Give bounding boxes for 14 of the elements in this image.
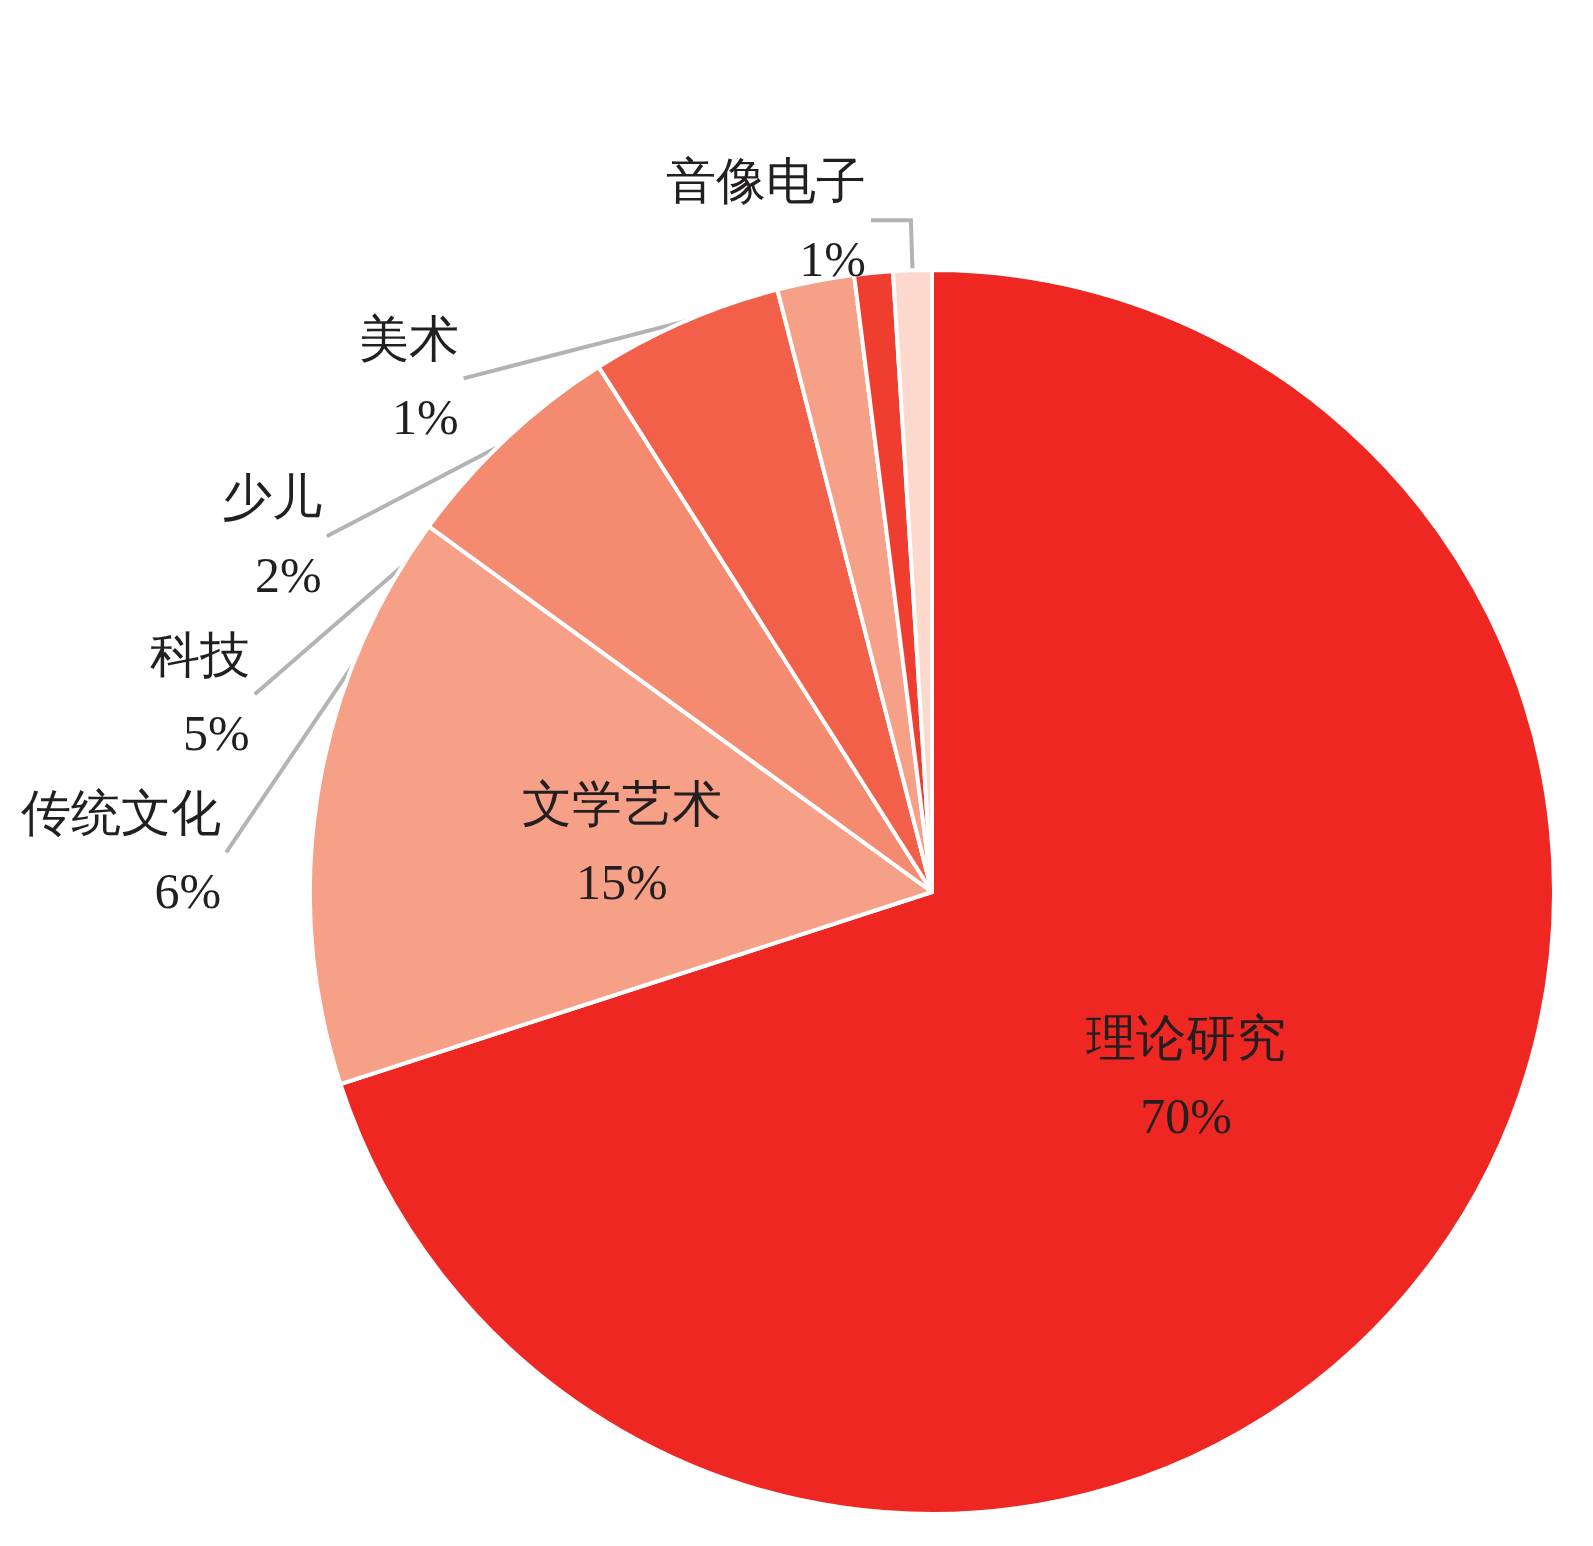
slice-label: 科技: [149, 627, 250, 684]
slice-label: 理论研究: [1086, 1009, 1287, 1066]
slice-label: 音像电子: [665, 153, 866, 210]
slice-label: 文学艺术: [521, 775, 722, 832]
data-label: 2%: [255, 547, 322, 604]
data-label: 15%: [576, 853, 668, 910]
data-label: 70%: [1140, 1087, 1232, 1144]
slice-label: 美术: [358, 311, 459, 368]
data-label: 6%: [154, 863, 222, 920]
data-label: 1%: [391, 389, 459, 446]
data-label: 5%: [183, 705, 250, 762]
slice-label: 传统文化: [21, 785, 222, 842]
slice-label: 少儿: [221, 469, 322, 526]
data-label: 1%: [799, 231, 866, 288]
